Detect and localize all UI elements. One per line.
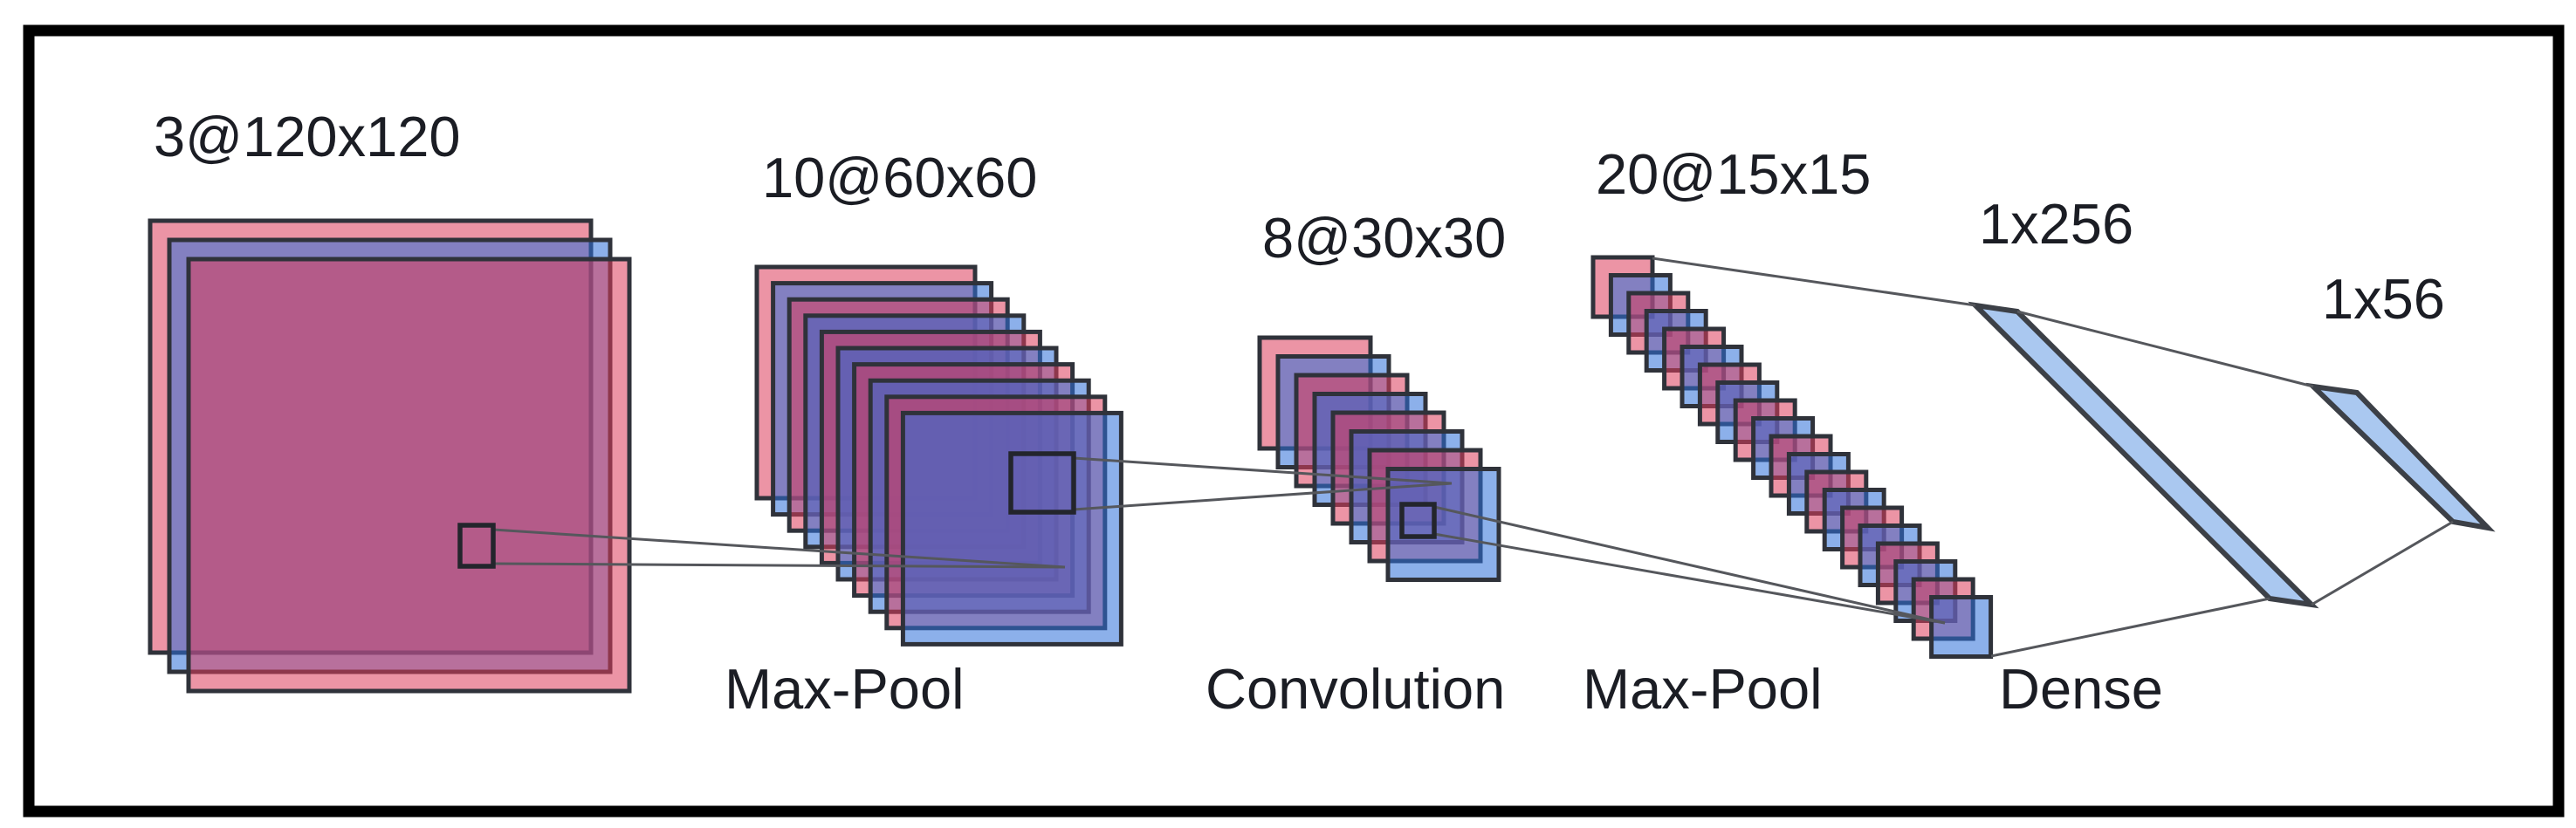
feature-map-sheet: [186, 257, 632, 694]
operation-label: Max-Pool: [1583, 657, 1823, 721]
diagram-border: [23, 24, 2565, 818]
kernel-connection-line: [1433, 532, 1946, 625]
feature-map-sheet: [900, 410, 1123, 647]
kernel-window: [457, 523, 496, 569]
operation-label: Dense: [1999, 657, 2163, 721]
layer-size-label: 8@30x30: [1262, 206, 1506, 270]
dense-bar-1x56: [2305, 382, 2496, 532]
layer-stack-input: [148, 218, 632, 694]
operation-label: Max-Pool: [725, 657, 965, 721]
kernel-connection-line: [492, 528, 1066, 569]
feature-map-sheet: [1929, 595, 1994, 659]
dense-bar-1x256: [1968, 301, 2319, 609]
dense-connection-line: [1652, 257, 1976, 307]
dense-connection-line: [1990, 597, 2270, 658]
kernel-connection-line: [492, 562, 1066, 569]
layer-size-label: 10@60x60: [762, 146, 1037, 209]
layer-stack-maxpool1: [754, 264, 1123, 647]
dense-connection-line: [2311, 520, 2454, 606]
layer-size-label: 3@120x120: [154, 105, 461, 168]
layer-size-label: 1x56: [2322, 267, 2445, 331]
layer-size-label: 1x256: [1979, 192, 2133, 256]
operation-label: Convolution: [1206, 657, 1505, 721]
dense-connection-line: [2016, 310, 2314, 388]
kernel-connection-line: [1073, 482, 1453, 511]
layer-stack-maxpool2: [1590, 255, 1994, 659]
layer-stack-conv: [1257, 335, 1501, 582]
kernel-connection-line: [1433, 505, 1946, 625]
kernel-window: [1008, 451, 1076, 515]
kernel-connection-line: [1073, 456, 1453, 485]
kernel-window: [1399, 502, 1437, 539]
layer-size-label: 20@15x15: [1596, 142, 1871, 206]
